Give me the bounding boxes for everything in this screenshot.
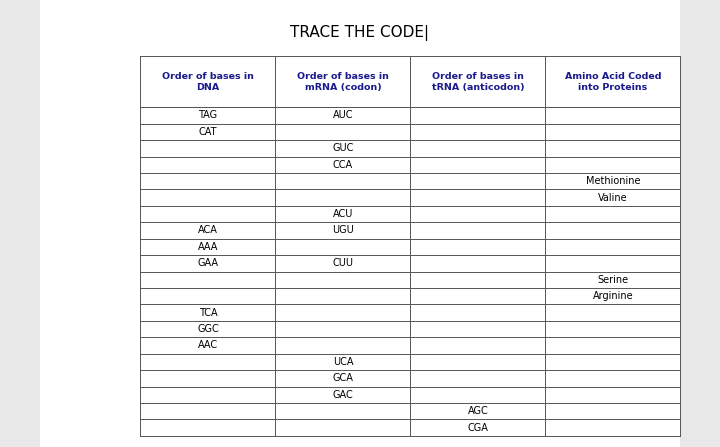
Text: GCA: GCA xyxy=(333,373,354,384)
Text: Arginine: Arginine xyxy=(593,291,633,301)
Text: Methionine: Methionine xyxy=(585,176,640,186)
Text: UCA: UCA xyxy=(333,357,353,367)
Text: AGC: AGC xyxy=(467,406,488,416)
Text: TAG: TAG xyxy=(198,110,217,121)
Text: CCA: CCA xyxy=(333,160,353,170)
Text: Order of bases in
DNA: Order of bases in DNA xyxy=(162,72,254,92)
Text: Amino Acid Coded
into Proteins: Amino Acid Coded into Proteins xyxy=(564,72,661,92)
Text: GGC: GGC xyxy=(197,324,219,334)
Text: Order of bases in
mRNA (codon): Order of bases in mRNA (codon) xyxy=(297,72,389,92)
Text: TRACE THE CODE|: TRACE THE CODE| xyxy=(290,25,430,41)
Text: ACA: ACA xyxy=(198,225,218,236)
Text: AAA: AAA xyxy=(198,242,218,252)
Text: GAA: GAA xyxy=(197,258,218,268)
Text: AUC: AUC xyxy=(333,110,353,121)
Text: GUC: GUC xyxy=(332,143,354,153)
Text: CAT: CAT xyxy=(199,127,217,137)
Text: Order of bases in
tRNA (anticodon): Order of bases in tRNA (anticodon) xyxy=(431,72,524,92)
Text: GAC: GAC xyxy=(333,390,354,400)
Text: AAC: AAC xyxy=(198,341,218,350)
Text: TCA: TCA xyxy=(199,308,217,318)
Text: CGA: CGA xyxy=(467,422,488,433)
Text: Valine: Valine xyxy=(598,193,628,202)
Text: CUU: CUU xyxy=(333,258,354,268)
Text: Serine: Serine xyxy=(598,275,629,285)
Text: UGU: UGU xyxy=(332,225,354,236)
Text: ACU: ACU xyxy=(333,209,353,219)
